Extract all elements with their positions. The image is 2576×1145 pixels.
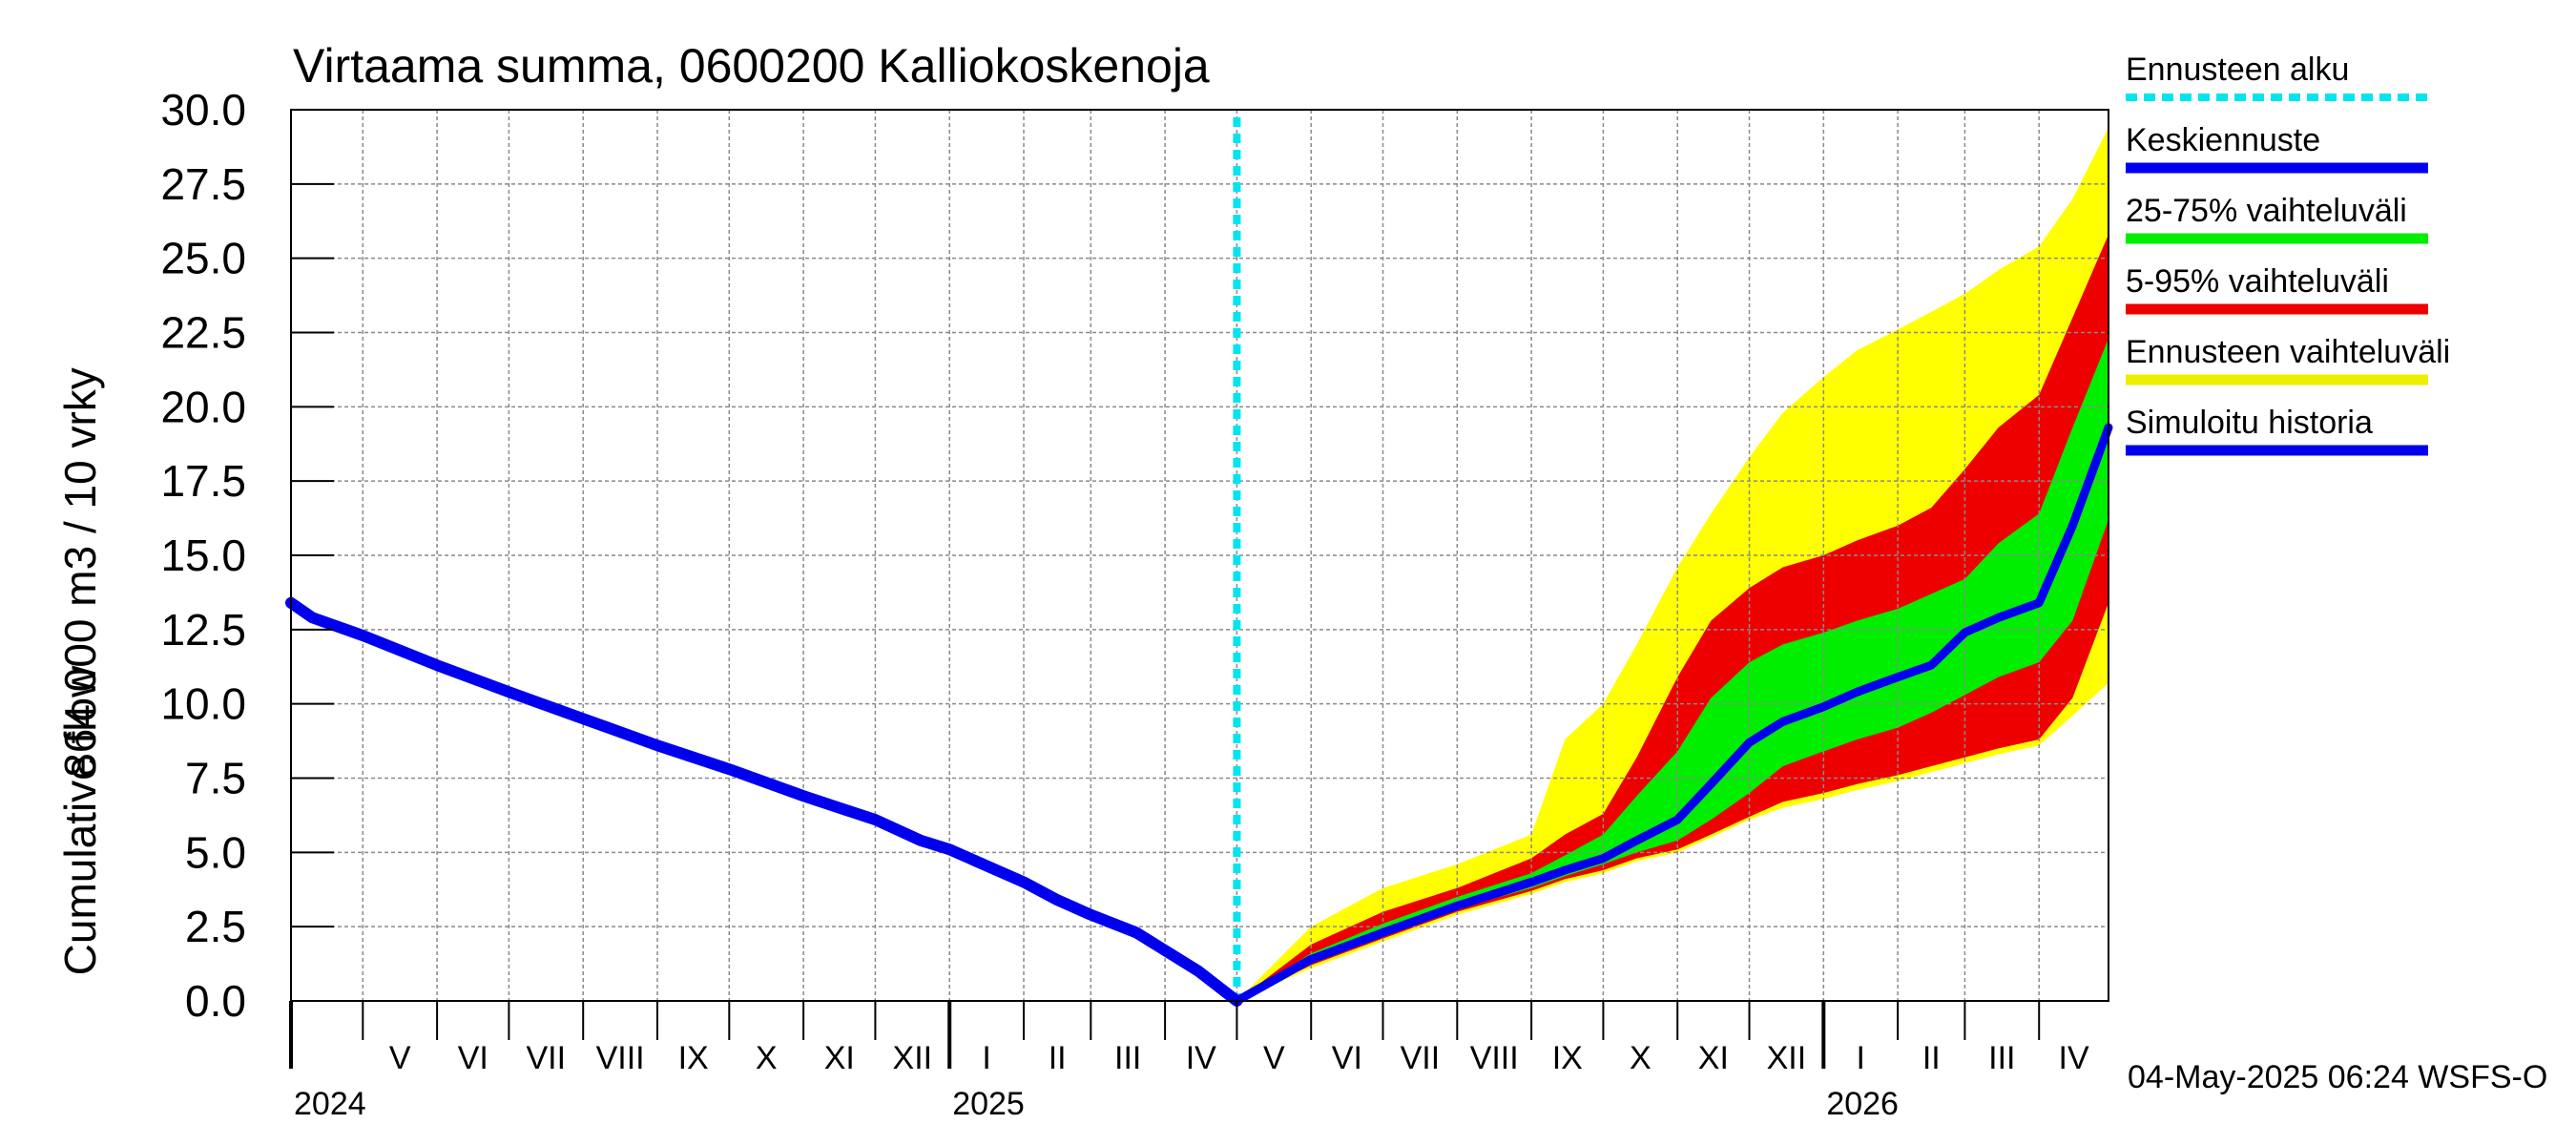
x-year-label: 2025 [952, 1086, 1025, 1122]
legend-label: Keskiennuste [2126, 122, 2320, 158]
x-month-label: XI [1698, 1040, 1729, 1076]
forecast-bands [1236, 127, 2109, 1001]
y-tick-label: 25.0 [160, 234, 246, 283]
y-axis-label-units: 864 000 m3 / 10 vrky [55, 367, 105, 778]
data-lines [285, 117, 2113, 1007]
x-month-label: VII [1401, 1040, 1441, 1076]
y-tick-label: 0.0 [185, 976, 246, 1026]
x-year-label: 2026 [1826, 1086, 1899, 1122]
y-tick-label: 15.0 [160, 531, 246, 580]
y-tick-label: 5.0 [185, 827, 246, 877]
x-month-label: VI [458, 1040, 488, 1076]
y-tick-label: 7.5 [185, 754, 246, 803]
chart-title: Virtaama summa, 0600200 Kalliokoskenoja [293, 39, 1210, 93]
x-month-label: II [1922, 1040, 1941, 1076]
x-month-label: IV [2059, 1040, 2089, 1076]
grid-lines [291, 109, 2109, 1002]
y-tick-label: 22.5 [160, 308, 246, 358]
legend-label: Ennusteen alku [2126, 52, 2349, 88]
x-month-label: X [1630, 1040, 1652, 1076]
x-month-label: IX [678, 1040, 709, 1076]
band-full-range [1236, 127, 2109, 1001]
x-month-label: V [1263, 1040, 1285, 1076]
x-month-label: III [1114, 1040, 1141, 1076]
y-axis: 0.0 2.5 5.0 7.5 10.0 12.5 15.0 17.5 20.0 22.5 25.0… [160, 85, 334, 1026]
y-tick-label: 30.0 [160, 85, 246, 135]
x-month-label: VI [1332, 1040, 1362, 1076]
legend-label: Simuloitu historia [2126, 405, 2373, 441]
legend-label: 25-75% vaihteluväli [2126, 193, 2407, 229]
x-month-label: IV [1186, 1040, 1216, 1076]
x-month-label: XII [1767, 1040, 1807, 1076]
x-month-label: XI [824, 1040, 855, 1076]
x-month-label: V [389, 1040, 411, 1076]
legend-label: 5-95% vaihteluväli [2126, 263, 2389, 300]
x-month-label: III [1988, 1040, 2015, 1076]
y-tick-label: 2.5 [185, 902, 246, 951]
x-month-label: X [756, 1040, 778, 1076]
x-month-label: VIII [596, 1040, 645, 1076]
y-tick-label: 12.5 [160, 605, 246, 655]
y-tick-label: 17.5 [160, 456, 246, 506]
x-month-label: VII [527, 1040, 567, 1076]
simulated-history-line [285, 596, 1243, 1007]
timestamp: 04-May-2025 06:24 WSFS-O [2128, 1059, 2547, 1095]
x-month-label: I [1857, 1040, 1865, 1076]
legend: Ennusteen alku Keskiennuste 25-75% vaihtel… [2126, 52, 2450, 456]
y-axis-label-title: Cumulative flow [55, 665, 105, 975]
y-tick-label: 27.5 [160, 159, 246, 209]
x-month-label: I [982, 1040, 990, 1076]
x-month-label: IX [1552, 1040, 1583, 1076]
x-axis: V VI VII VIII IX X XI XII I II III IV V VI VII VIII IX X X… [289, 1001, 2089, 1122]
y-tick-label: 10.0 [160, 679, 246, 729]
legend-label: Ennusteen vaihteluväli [2126, 334, 2450, 370]
band-25-75 [1236, 338, 2109, 1001]
median-forecast-line [1232, 423, 2113, 1006]
x-year-label: 2024 [294, 1086, 366, 1122]
y-tick-label: 20.0 [160, 382, 246, 431]
x-month-label: II [1049, 1040, 1067, 1076]
x-month-label: VIII [1470, 1040, 1519, 1076]
x-month-label: XII [893, 1040, 933, 1076]
